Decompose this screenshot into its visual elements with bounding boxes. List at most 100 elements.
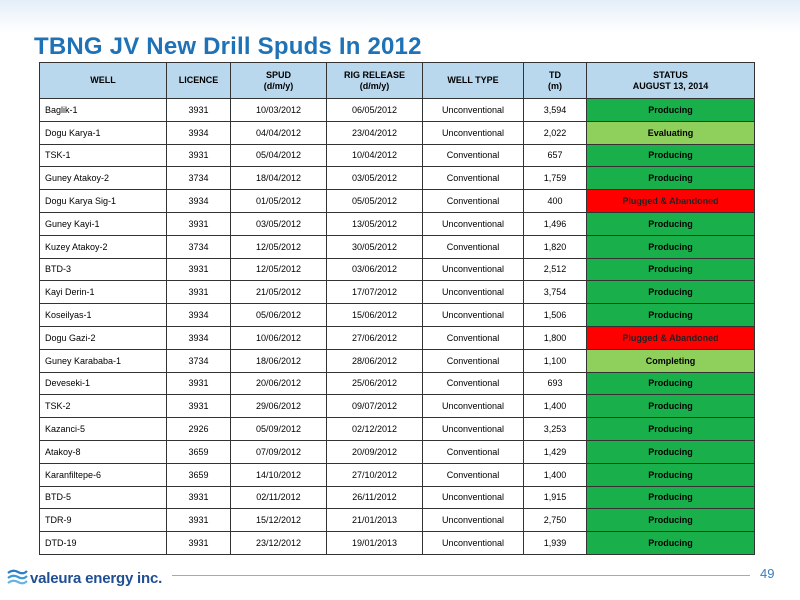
table-row: Baglik-1 3931 10/03/2012 06/05/2012 Unconven… [39, 98, 755, 122]
cell-licence: 3734 [166, 234, 231, 259]
table-row: Koseilyas-1 3934 05/06/2012 15/06/2012 Uncon… [39, 303, 755, 327]
cell-status: Producing [586, 166, 755, 191]
table-row: Karanfiltepe-6 3659 14/10/2012 27/10/2012 Co… [39, 462, 755, 487]
cell-td: 3,253 [523, 417, 587, 441]
cell-well-type: Conventional [422, 143, 524, 168]
cell-licence: 3931 [166, 211, 231, 236]
cell-well-type: Conventional [422, 166, 524, 191]
cell-td: 2,512 [523, 257, 587, 282]
table-row: TSK-2 3931 29/06/2012 09/07/2012 Unconventio… [39, 394, 755, 419]
cell-status: Plugged & Abandoned [586, 325, 755, 350]
cell-well-type: Unconventional [422, 531, 524, 555]
cell-licence: 3931 [166, 485, 231, 510]
cell-well-type: Unconventional [422, 120, 524, 145]
cell-spud: 23/12/2012 [230, 531, 327, 555]
cell-status: Producing [586, 280, 755, 305]
cell-rig-release: 03/06/2012 [326, 257, 423, 282]
cell-spud: 07/09/2012 [230, 439, 327, 464]
cell-spud: 05/06/2012 [230, 303, 327, 327]
table-row: Kayi Derin-1 3931 21/05/2012 17/07/2012 Unco… [39, 280, 755, 305]
cell-td: 1,939 [523, 531, 587, 555]
company-logo: valeura energy inc. [6, 566, 162, 590]
header-spud: SPUD (d/m/y) [230, 62, 327, 99]
table-row: Dogu Karya-1 3934 04/04/2012 23/04/2012 Unco… [39, 120, 755, 145]
cell-spud: 10/06/2012 [230, 325, 327, 350]
cell-td: 1,800 [523, 325, 587, 350]
cell-well-type: Conventional [422, 189, 524, 213]
cell-td: 3,754 [523, 280, 587, 305]
cell-well-type: Conventional [422, 439, 524, 464]
cell-td: 1,759 [523, 166, 587, 191]
logo-text: valeura energy inc. [30, 569, 163, 587]
cell-well-type: Unconventional [422, 417, 524, 441]
cell-status: Producing [586, 303, 755, 327]
cell-well-type: Unconventional [422, 257, 524, 282]
cell-status: Completing [586, 348, 755, 373]
cell-rig-release: 17/07/2012 [326, 280, 423, 305]
cell-well-type: Conventional [422, 234, 524, 259]
table-row: Dogu Gazi-2 3934 10/06/2012 27/06/2012 Conve… [39, 325, 755, 350]
table-row: Guney Atakoy-2 3734 18/04/2012 03/05/2012 Co… [39, 166, 755, 191]
cell-spud: 29/06/2012 [230, 394, 327, 419]
cell-well: TSK-1 [39, 143, 167, 168]
cell-well-type: Unconventional [422, 394, 524, 419]
cell-status: Producing [586, 234, 755, 259]
cell-status: Producing [586, 531, 755, 555]
header-status: STATUS AUGUST 13, 2014 [586, 62, 755, 99]
cell-status: Producing [586, 439, 755, 464]
table-row: BTD-5 3931 02/11/2012 26/11/2012 Unconventio… [39, 485, 755, 510]
cell-well: Dogu Karya-1 [39, 120, 167, 145]
cell-td: 1,820 [523, 234, 587, 259]
cell-licence: 3734 [166, 348, 231, 373]
cell-well: Dogu Karya Sig-1 [39, 189, 167, 213]
cell-well: Guney Karababa-1 [39, 348, 167, 373]
cell-spud: 03/05/2012 [230, 211, 327, 236]
cell-td: 1,915 [523, 485, 587, 510]
cell-licence: 3931 [166, 257, 231, 282]
cell-well: TDR-9 [39, 508, 167, 533]
cell-rig-release: 23/04/2012 [326, 120, 423, 145]
cell-well: Koseilyas-1 [39, 303, 167, 327]
cell-licence: 3931 [166, 531, 231, 555]
cell-well: TSK-2 [39, 394, 167, 419]
cell-licence: 3931 [166, 98, 231, 122]
cell-spud: 15/12/2012 [230, 508, 327, 533]
valeura-wave-icon [7, 569, 28, 585]
cell-licence: 3934 [166, 325, 231, 350]
cell-well: DTD-19 [39, 531, 167, 555]
cell-well: Karanfiltepe-6 [39, 462, 167, 487]
cell-licence: 3934 [166, 189, 231, 213]
cell-rig-release: 27/06/2012 [326, 325, 423, 350]
cell-status: Producing [586, 394, 755, 419]
cell-td: 1,429 [523, 439, 587, 464]
cell-spud: 10/03/2012 [230, 98, 327, 122]
cell-well-type: Unconventional [422, 485, 524, 510]
table-row: DTD-19 3931 23/12/2012 19/01/2013 Unconventi… [39, 531, 755, 555]
cell-licence: 2926 [166, 417, 231, 441]
cell-licence: 3931 [166, 394, 231, 419]
cell-spud: 21/05/2012 [230, 280, 327, 305]
cell-td: 2,750 [523, 508, 587, 533]
header-rig-release: RIG RELEASE (d/m/y) [326, 62, 423, 99]
cell-status: Producing [586, 257, 755, 282]
cell-well: BTD-3 [39, 257, 167, 282]
cell-licence: 3659 [166, 439, 231, 464]
header-well: WELL [39, 62, 167, 99]
cell-well: Dogu Gazi-2 [39, 325, 167, 350]
cell-rig-release: 15/06/2012 [326, 303, 423, 327]
cell-rig-release: 30/05/2012 [326, 234, 423, 259]
cell-licence: 3931 [166, 143, 231, 168]
cell-rig-release: 10/04/2012 [326, 143, 423, 168]
cell-status: Producing [586, 98, 755, 122]
cell-well-type: Unconventional [422, 211, 524, 236]
cell-status: Producing [586, 143, 755, 168]
cell-well-type: Unconventional [422, 280, 524, 305]
cell-rig-release: 05/05/2012 [326, 189, 423, 213]
table-row: Kazanci-5 2926 05/09/2012 02/12/2012 Unconve… [39, 417, 755, 441]
cell-spud: 20/06/2012 [230, 371, 327, 396]
cell-well: Kayi Derin-1 [39, 280, 167, 305]
cell-licence: 3931 [166, 280, 231, 305]
cell-rig-release: 19/01/2013 [326, 531, 423, 555]
cell-spud: 14/10/2012 [230, 462, 327, 487]
table-row: Guney Kayi-1 3931 03/05/2012 13/05/2012 Unco… [39, 211, 755, 236]
